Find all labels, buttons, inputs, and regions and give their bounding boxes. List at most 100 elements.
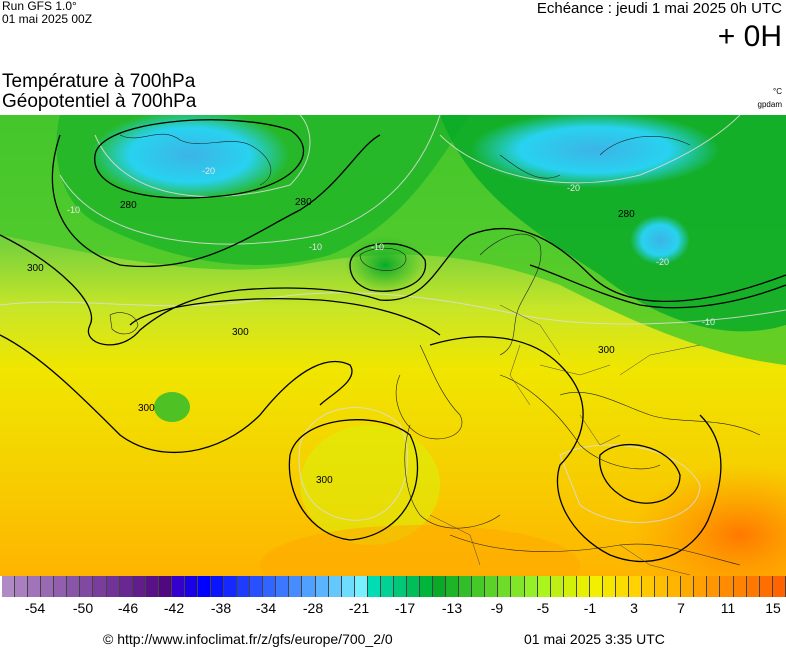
color-scale-swatch: [132, 576, 146, 597]
contour-label: 300: [598, 345, 615, 356]
color-scale-tick: 11: [720, 600, 736, 616]
color-scale-swatch: [733, 576, 747, 597]
color-scale-swatch: [302, 576, 316, 597]
color-scale-tick: -54: [24, 600, 46, 616]
color-scale-swatch: [158, 576, 172, 597]
color-scale-tick: 3: [630, 600, 638, 616]
color-scale-swatch: [681, 576, 695, 597]
color-scale-swatch: [41, 576, 55, 597]
color-scale-tick: 15: [765, 600, 781, 616]
geopotential-contours: [0, 119, 786, 563]
contour-label: 300: [27, 263, 44, 274]
color-scale-swatch: [550, 576, 564, 597]
coastlines: [109, 133, 761, 566]
isotherm-labels: -20 -20 -20 -10 -10 -10 -10: [67, 166, 715, 327]
cool-zone-atlantic: [154, 392, 190, 422]
color-scale-tick: -17: [394, 600, 416, 616]
generation-timestamp: 01 mai 2025 3:35 UTC: [524, 631, 665, 647]
color-scale-swatch: [511, 576, 525, 597]
color-scale-swatch: [524, 576, 538, 597]
color-scale-swatch: [354, 576, 368, 597]
color-scale-tick: -13: [441, 600, 463, 616]
color-scale-swatch: [93, 576, 107, 597]
color-scale-swatch: [433, 576, 447, 597]
cold-pool-iceland: [345, 235, 425, 295]
contour-label: 280: [295, 197, 312, 208]
color-scale-swatch: [406, 576, 420, 597]
color-scale-swatch: [341, 576, 355, 597]
echeance-label: Echéance : jeudi 1 mai 2025 0h UTC: [536, 0, 782, 17]
color-scale-swatch: [250, 576, 264, 597]
color-scale-ticks: -54 -50 -46 -42 -38 -34 -28 -21 -17 -13 -9 -5 -1 3 7 11…: [0, 600, 786, 618]
isotherm-label: -10: [702, 317, 715, 327]
color-scale-swatch: [393, 576, 407, 597]
color-scale-tick: -9: [490, 600, 504, 616]
weather-map: 280 280 280 300 300 300 300 300 -20 -20 …: [0, 115, 786, 576]
color-scale-swatch: [380, 576, 394, 597]
run-date: 01 mai 2025 00Z: [2, 12, 93, 26]
cold-pool-scandinavia: [470, 115, 720, 188]
color-scale-swatch: [498, 576, 512, 597]
color-scale-tick: -28: [302, 600, 324, 616]
color-scale-swatch: [746, 576, 760, 597]
color-scale-tick: -46: [117, 600, 139, 616]
isotherm-label: -20: [656, 257, 669, 267]
color-scale-swatch: [67, 576, 81, 597]
color-scale-tick: -5: [536, 600, 550, 616]
color-scale-swatch: [485, 576, 499, 597]
unit-temperature: °C: [773, 87, 782, 96]
color-scale-swatch: [15, 576, 29, 597]
color-scale-swatch: [602, 576, 616, 597]
color-scale-tick: 7: [677, 600, 685, 616]
color-scale-swatch: [171, 576, 185, 597]
run-info: Run GFS 1.0° 01 mai 2025 00Z: [2, 0, 92, 26]
color-scale-swatch: [472, 576, 486, 597]
color-scale-swatch: [446, 576, 460, 597]
copyright-text: © http://www.infoclimat.fr/z/gfs/europe/…: [103, 631, 393, 647]
color-scale-swatch: [615, 576, 629, 597]
color-scale-swatch: [211, 576, 225, 597]
color-scale-tick: -50: [72, 600, 94, 616]
color-scale-swatch: [420, 576, 434, 597]
lead-time: + 0H: [717, 20, 782, 53]
title-temperature: Température à 700hPa: [2, 71, 196, 92]
contour-label: 280: [120, 200, 137, 211]
color-scale-swatch: [772, 576, 786, 597]
isotherms: [0, 115, 786, 523]
unit-geopotential: gpdam: [757, 100, 782, 109]
color-scale-tick: -1: [583, 600, 597, 616]
color-scale-swatch: [707, 576, 721, 597]
isotherm-label: -20: [567, 183, 580, 193]
color-scale-swatch: [655, 576, 669, 597]
color-scale-swatch: [224, 576, 238, 597]
title-geopotential: Géopotentiel à 700hPa: [2, 91, 197, 112]
color-scale-bar: [2, 576, 786, 597]
color-scale-tick: -21: [348, 600, 370, 616]
color-scale-swatch: [276, 576, 290, 597]
color-scale-swatch: [328, 576, 342, 597]
color-scale-tick: -38: [210, 600, 232, 616]
color-scale-swatch: [576, 576, 590, 597]
color-scale-swatch: [537, 576, 551, 597]
contour-label: 300: [316, 475, 333, 486]
color-scale-tick: -42: [163, 600, 185, 616]
contour-label: 280: [618, 209, 635, 220]
contour-label: 300: [232, 327, 249, 338]
color-scale-swatch: [289, 576, 303, 597]
isotherm-label: -20: [202, 166, 215, 176]
isotherm-label: -10: [67, 205, 80, 215]
color-scale-swatch: [28, 576, 42, 597]
cold-pool-russia: [630, 215, 690, 265]
color-scale-swatch: [315, 576, 329, 597]
color-scale-swatch: [589, 576, 603, 597]
color-scale-swatch: [145, 576, 159, 597]
color-scale-swatch: [263, 576, 277, 597]
color-scale-swatch: [2, 576, 16, 597]
color-scale-tick: -34: [255, 600, 277, 616]
borders: [429, 304, 701, 576]
color-scale-swatch: [184, 576, 198, 597]
color-scale-swatch: [80, 576, 94, 597]
color-scale-swatch: [459, 576, 473, 597]
isotherm-label: -10: [309, 242, 322, 252]
map-titles: Température à 700hPa Géopotentiel à 700h…: [2, 72, 196, 112]
